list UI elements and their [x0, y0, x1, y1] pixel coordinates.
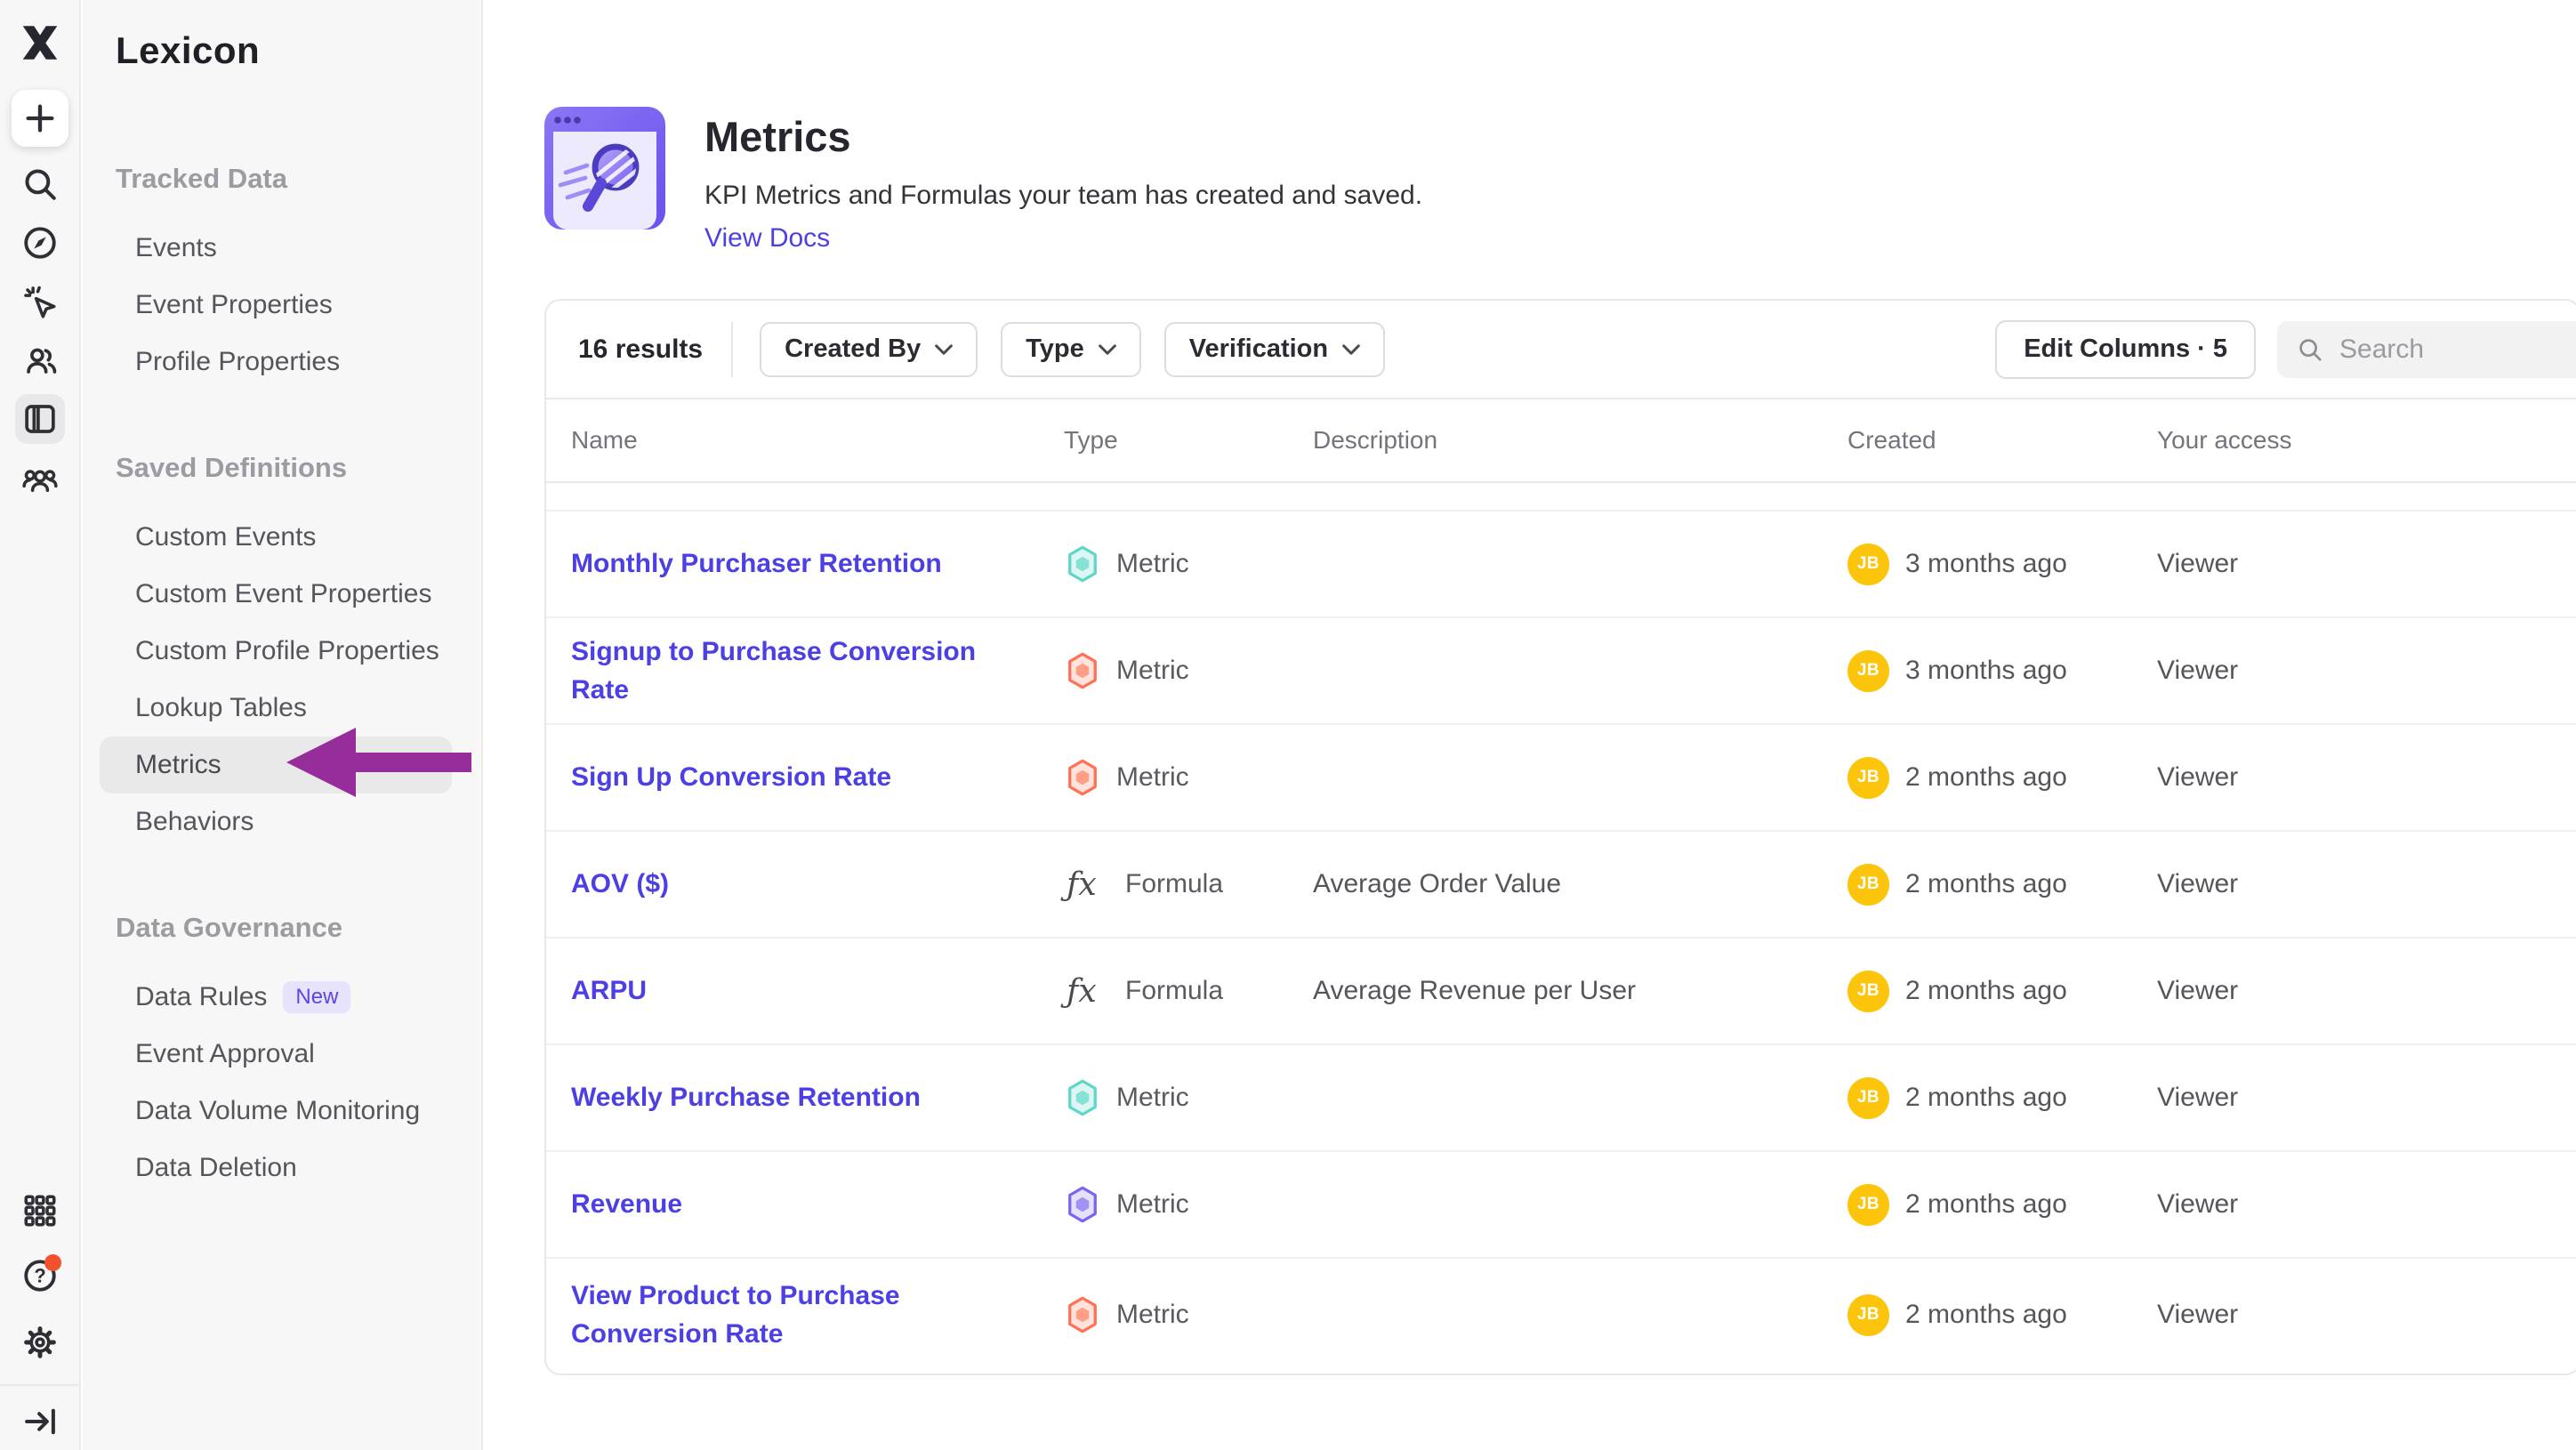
create-button[interactable] — [11, 90, 68, 147]
icon-rail: ? — [0, 0, 81, 1450]
avatar: JB — [1847, 1183, 1889, 1226]
avatar: JB — [1847, 649, 1889, 692]
avatar: JB — [1847, 756, 1889, 799]
table-row[interactable]: Revenue Metric JB 2 months ago Viewer — [546, 1152, 2576, 1259]
table-row[interactable]: Signup to Purchase Conversion Rate Metri… — [546, 618, 2576, 725]
users-icon[interactable] — [15, 335, 65, 385]
avatar: JB — [1847, 970, 1889, 1012]
column-header-created[interactable]: Created — [1847, 426, 1936, 454]
help-icon[interactable]: ? — [15, 1251, 65, 1301]
svg-text:?: ? — [34, 1265, 45, 1287]
sidebar-item-behaviors[interactable]: Behaviors — [135, 807, 254, 836]
discover-compass-icon[interactable] — [15, 218, 65, 268]
metric-name-link[interactable]: View Product to Purchase Conversion Rate — [571, 1280, 900, 1349]
metric-name-link[interactable]: Weekly Purchase Retention — [571, 1083, 921, 1113]
sidebar-item-custom-profile-properties[interactable]: Custom Profile Properties — [135, 636, 439, 665]
collapse-rail-icon[interactable] — [15, 1397, 65, 1446]
metric-type-icon — [1068, 1079, 1097, 1116]
metric-type-icon — [1068, 545, 1097, 583]
search-icon[interactable] — [15, 159, 65, 209]
section-data-governance: Data Governance — [116, 912, 342, 943]
sidebar-item-custom-event-properties[interactable]: Custom Event Properties — [135, 579, 432, 608]
sidebar-item-metrics[interactable]: Metrics — [100, 737, 452, 793]
edit-columns-button[interactable]: Edit Columns · 5 — [1995, 319, 2256, 379]
chevron-down-icon — [935, 343, 954, 355]
settings-gear-icon[interactable] — [15, 1317, 65, 1367]
results-count: 16 results — [578, 334, 704, 364]
formula-name-link[interactable]: ARPU — [571, 976, 648, 1006]
formula-name-link[interactable]: AOV ($) — [571, 869, 670, 899]
lexicon-sidebar: Lexicon Tracked Data Events Event Proper… — [83, 0, 483, 1450]
search-icon — [2299, 338, 2322, 361]
cohorts-group-icon[interactable] — [15, 454, 65, 503]
metric-type-icon — [1068, 652, 1097, 689]
sidebar-item-events[interactable]: Events — [135, 233, 217, 262]
sidebar-item-data-deletion[interactable]: Data Deletion — [135, 1153, 297, 1182]
column-header-access[interactable]: Your access — [2157, 426, 2292, 454]
column-header-name[interactable]: Name — [571, 426, 638, 454]
apps-grid-icon[interactable] — [15, 1186, 65, 1236]
table-header-row: Name Type Description Created Your acces… — [546, 399, 2576, 483]
sidebar-item-custom-events[interactable]: Custom Events — [135, 522, 317, 552]
search-box[interactable] — [2277, 320, 2576, 378]
page-title: Metrics — [704, 113, 851, 160]
new-badge: New — [283, 981, 351, 1013]
lexicon-panel-icon[interactable] — [14, 394, 65, 444]
created-by-filter[interactable]: Created By — [760, 321, 978, 377]
chevron-down-icon — [1342, 343, 1360, 355]
metric-name-link[interactable]: Revenue — [571, 1189, 683, 1220]
table-row[interactable]: Monthly Purchaser Retention Metric JB 3 m… — [546, 512, 2576, 618]
metrics-table-card: 16 results Created By Type Verification … — [544, 299, 2576, 1375]
table-row[interactable]: ARPU ƒx Formula Average Revenue per User … — [546, 938, 2576, 1045]
metric-name-link[interactable]: Monthly Purchaser Retention — [571, 549, 942, 579]
metrics-app-icon — [544, 107, 665, 230]
page-header: Metrics KPI Metrics and Formulas your te… — [543, 105, 1422, 254]
notification-dot — [44, 1254, 61, 1271]
column-header-type[interactable]: Type — [1064, 426, 1118, 454]
table-spacer — [546, 483, 2576, 512]
metric-name-link[interactable]: Sign Up Conversion Rate — [571, 762, 892, 793]
sidebar-item-data-volume-monitoring[interactable]: Data Volume Monitoring — [135, 1096, 421, 1125]
avatar: JB — [1847, 1076, 1889, 1119]
view-docs-link[interactable]: View Docs — [704, 223, 831, 253]
sidebar-item-data-rules[interactable]: Data Rules New — [100, 969, 452, 1026]
chevron-down-icon — [1098, 343, 1116, 355]
events-cursor-icon[interactable] — [15, 278, 65, 327]
section-saved-definitions: Saved Definitions — [116, 452, 348, 483]
table-row[interactable]: Sign Up Conversion Rate Metric JB 2 month… — [546, 725, 2576, 832]
toolbar-divider — [731, 321, 734, 377]
avatar: JB — [1847, 863, 1889, 906]
metric-name-link[interactable]: Signup to Purchase Conversion Rate — [571, 636, 977, 705]
sidebar-item-event-properties[interactable]: Event Properties — [135, 290, 333, 319]
page-subtitle: KPI Metrics and Formulas your team has c… — [704, 181, 1423, 210]
table-toolbar: 16 results Created By Type Verification … — [546, 301, 2576, 399]
table-row[interactable]: View Product to Purchase Conversion Rate… — [546, 1259, 2576, 1371]
column-header-description[interactable]: Description — [1313, 426, 1438, 454]
metric-type-icon — [1068, 759, 1097, 796]
metric-type-icon — [1068, 1186, 1097, 1223]
sidebar-item-profile-properties[interactable]: Profile Properties — [135, 347, 341, 376]
rail-divider — [0, 1384, 79, 1386]
search-input[interactable] — [2339, 334, 2535, 365]
sidebar-title: Lexicon — [116, 29, 261, 71]
sidebar-item-event-approval[interactable]: Event Approval — [135, 1039, 315, 1068]
main-content: Metrics KPI Metrics and Formulas your te… — [485, 0, 2576, 1450]
type-filter[interactable]: Type — [1001, 321, 1141, 377]
table-row[interactable]: AOV ($) ƒx Formula Average Order Value JB… — [546, 832, 2576, 938]
mixpanel-logo-icon[interactable] — [17, 20, 63, 66]
avatar: JB — [1847, 543, 1889, 585]
verification-filter[interactable]: Verification — [1163, 321, 1386, 377]
avatar: JB — [1847, 1293, 1889, 1336]
table-row[interactable]: Weekly Purchase Retention Metric JB 2 mon… — [546, 1045, 2576, 1152]
section-tracked-data: Tracked Data — [116, 163, 287, 194]
formula-fx-icon: ƒx — [1067, 972, 1097, 1010]
formula-fx-icon: ƒx — [1067, 866, 1097, 903]
metric-type-icon — [1068, 1296, 1097, 1333]
sidebar-item-lookup-tables[interactable]: Lookup Tables — [135, 693, 307, 722]
